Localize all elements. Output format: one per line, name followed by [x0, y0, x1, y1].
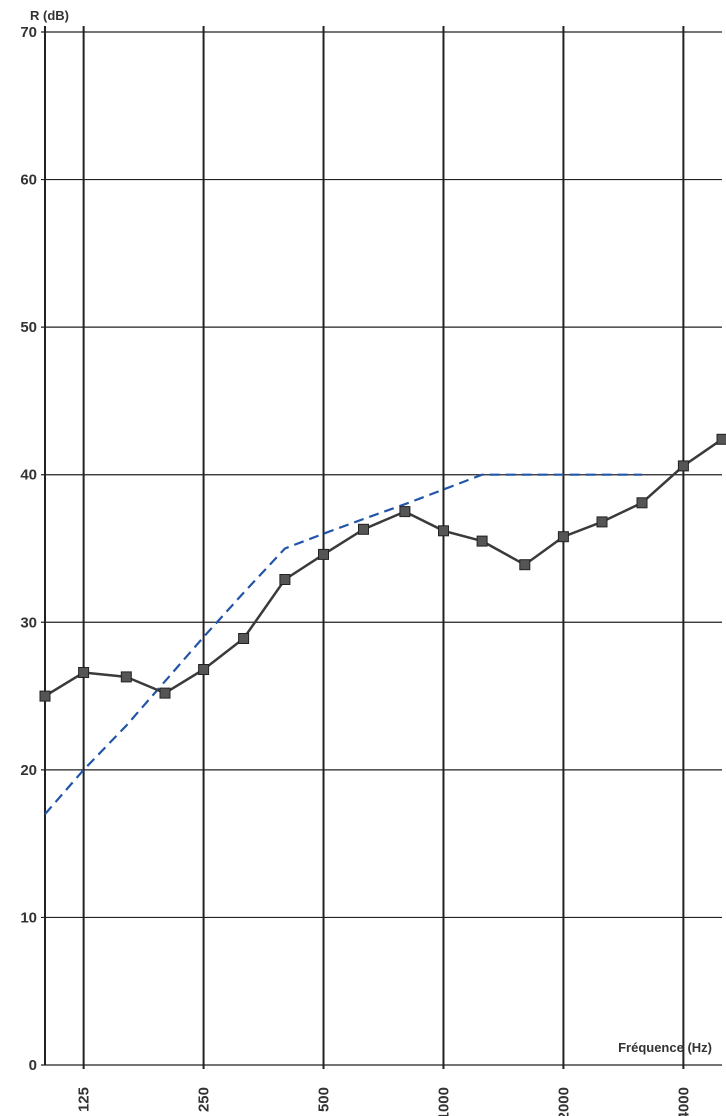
y-axis-title: R (dB): [30, 8, 69, 23]
x-axis-title: Fréquence (Hz): [618, 1040, 712, 1055]
y-tick-label: 20: [20, 762, 37, 779]
x-tick-label: 2000: [555, 1087, 572, 1116]
measured-point: [279, 574, 291, 585]
measured-point: [120, 671, 132, 683]
measured-point: [716, 433, 726, 445]
y-tick-label: 30: [20, 614, 37, 631]
y-tick-label: 60: [20, 172, 37, 189]
measured-point: [557, 531, 569, 543]
x-axis-ticks: 125 250 500 1000 2000 4000: [76, 1087, 693, 1116]
measured-point: [159, 687, 171, 699]
x-tick-label: 250: [196, 1087, 213, 1112]
series: [39, 433, 726, 815]
y-tick-label: 70: [20, 24, 37, 41]
measured-point: [358, 523, 369, 535]
y-tick-label: 10: [20, 909, 37, 926]
measured-curve-line: [44, 438, 723, 698]
measured-point: [238, 633, 250, 644]
y-tick-label: 40: [20, 467, 37, 484]
measured-point: [519, 559, 531, 571]
reference-curve-line: [44, 473, 642, 815]
x-tick-label: 1000: [435, 1087, 452, 1116]
y-axis-ticks: 0 10 20 30 40 50 60 70: [20, 24, 37, 1074]
measured-point: [476, 535, 488, 547]
measured-point: [636, 497, 648, 509]
measured-point: [198, 664, 210, 675]
measured-point: [399, 506, 411, 518]
grid: [41, 26, 722, 1069]
measured-point: [318, 548, 329, 560]
measured-point: [39, 690, 51, 702]
x-tick-label: 125: [76, 1087, 93, 1112]
measured-point: [438, 525, 449, 537]
y-tick-label: 50: [20, 319, 37, 336]
x-tick-label: 4000: [675, 1087, 692, 1116]
measured-point: [677, 460, 689, 472]
x-tick-label: 500: [316, 1087, 333, 1112]
measured-point: [596, 516, 608, 528]
y-tick-label: 0: [29, 1057, 37, 1074]
measured-point: [78, 667, 90, 678]
